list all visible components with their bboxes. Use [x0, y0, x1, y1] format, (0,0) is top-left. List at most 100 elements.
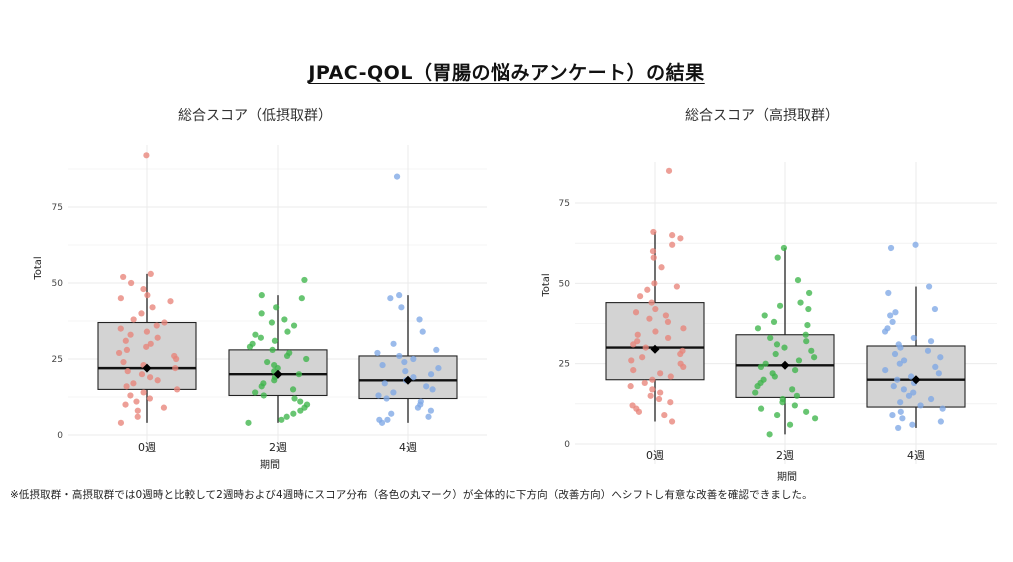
- data-point: [167, 298, 174, 305]
- data-point: [774, 411, 781, 419]
- data-point: [390, 389, 397, 396]
- data-point: [427, 407, 435, 414]
- data-point: [646, 315, 653, 322]
- x-tick-label: 0週: [646, 449, 664, 462]
- data-point: [776, 302, 784, 309]
- data-point: [134, 407, 141, 414]
- data-point: [680, 325, 687, 332]
- data-point: [295, 371, 303, 378]
- data-point: [779, 399, 786, 406]
- mean-marker: [403, 375, 413, 385]
- data-point: [647, 392, 654, 399]
- data-point: [147, 270, 154, 277]
- data-point: [410, 374, 417, 381]
- data-point: [669, 232, 676, 239]
- data-point: [887, 244, 895, 252]
- data-point: [655, 395, 663, 403]
- data-point: [173, 355, 180, 363]
- chart-high-subtitle: 総合スコア（高摂取群）: [685, 107, 839, 124]
- data-point: [649, 376, 656, 383]
- data-point: [794, 277, 802, 284]
- data-point: [172, 365, 179, 372]
- data-point: [890, 383, 897, 390]
- data-point: [905, 392, 913, 399]
- data-point: [273, 304, 280, 311]
- data-point: [803, 408, 810, 415]
- data-point: [128, 279, 135, 287]
- data-point: [402, 368, 409, 375]
- data-point: [290, 322, 298, 329]
- data-point: [398, 304, 405, 311]
- data-point: [143, 343, 150, 350]
- y-tick-label: 25: [559, 360, 570, 370]
- data-point: [117, 419, 125, 426]
- data-point: [375, 392, 382, 399]
- data-point: [303, 355, 310, 363]
- data-point: [174, 386, 181, 393]
- data-point: [387, 295, 394, 302]
- data-point: [642, 344, 649, 351]
- data-point: [780, 244, 788, 252]
- data-point: [909, 421, 916, 428]
- data-point: [630, 341, 637, 348]
- data-point: [910, 389, 917, 396]
- y-tick-label: 50: [559, 279, 571, 289]
- data-point: [297, 398, 304, 405]
- data-point: [757, 363, 765, 370]
- data-point: [802, 331, 809, 338]
- data-point: [752, 389, 759, 396]
- data-point: [657, 370, 664, 377]
- data-point: [143, 152, 150, 159]
- x-tick-label: 4週: [907, 449, 925, 462]
- mean-marker: [780, 360, 790, 370]
- data-point: [161, 319, 168, 326]
- data-point: [773, 341, 781, 348]
- data-point: [931, 305, 939, 313]
- data-point: [383, 395, 390, 402]
- data-point: [803, 338, 810, 345]
- data-point: [895, 424, 902, 432]
- data-point: [433, 346, 440, 353]
- data-point: [639, 354, 646, 361]
- data-point: [650, 254, 657, 261]
- data-point: [381, 380, 388, 387]
- data-point: [133, 398, 140, 405]
- data-point: [897, 408, 904, 415]
- data-point: [154, 334, 161, 341]
- chart-low-intake: 総合スコア（低摂取群） 0 25 50 75 0週 2週 4週 期間 Total: [33, 108, 487, 471]
- data-point: [252, 331, 259, 338]
- data-point: [651, 280, 658, 287]
- data-point: [889, 411, 896, 419]
- data-point: [669, 241, 676, 248]
- data-point: [791, 402, 798, 409]
- data-point: [924, 347, 932, 354]
- y-tick-label: 75: [559, 199, 570, 209]
- data-point: [662, 312, 669, 319]
- data-point: [396, 292, 403, 299]
- data-point: [284, 352, 291, 360]
- data-point: [117, 325, 124, 332]
- data-point: [627, 383, 634, 390]
- data-point: [122, 401, 129, 408]
- chart-high-ylabel: Total: [541, 273, 552, 297]
- data-point: [278, 416, 285, 423]
- y-tick-label: 50: [52, 279, 64, 289]
- data-point: [795, 357, 803, 364]
- data-point: [897, 344, 904, 351]
- data-point: [811, 415, 819, 422]
- data-point: [257, 334, 264, 341]
- data-point: [410, 355, 417, 363]
- data-point: [927, 338, 935, 345]
- data-point: [634, 331, 641, 338]
- data-point: [881, 328, 889, 335]
- data-point: [245, 419, 252, 426]
- data-point: [770, 318, 778, 325]
- data-point: [900, 357, 908, 364]
- data-point: [885, 289, 892, 297]
- data-point: [677, 235, 684, 242]
- data-point: [144, 292, 151, 299]
- data-point: [767, 334, 774, 342]
- data-point: [897, 399, 904, 406]
- data-point: [664, 318, 672, 325]
- data-point: [414, 404, 422, 411]
